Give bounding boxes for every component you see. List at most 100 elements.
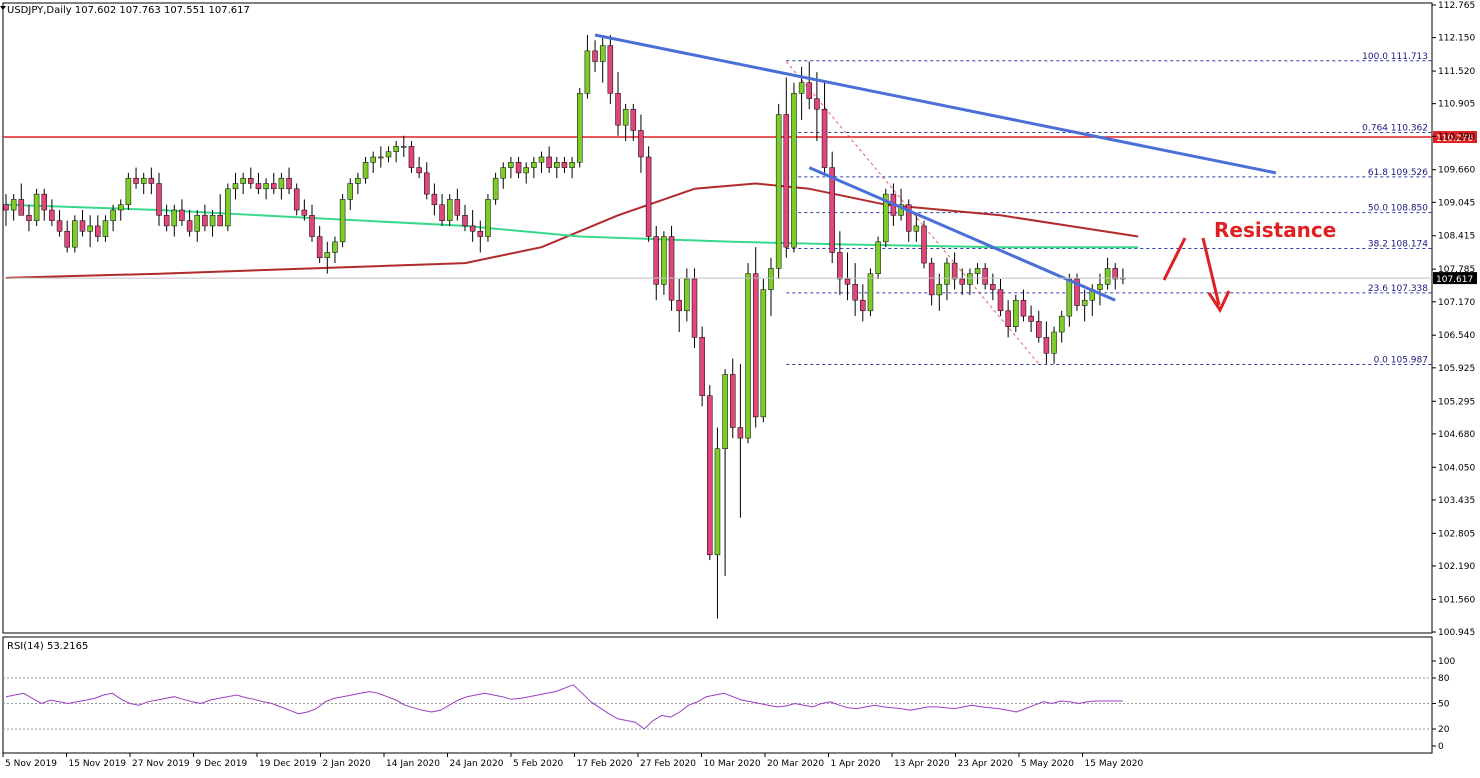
bear-candle-body [921, 225, 927, 264]
candle [286, 167, 292, 195]
price-tick-label: 103.435 [1438, 496, 1475, 506]
bear-candle-body [668, 236, 675, 301]
bull-candle-body [225, 188, 231, 227]
fib-level-label: 0.0 105.987 [1374, 356, 1428, 366]
candle [752, 247, 759, 428]
candle [293, 183, 300, 216]
bear-candle-body [546, 156, 552, 168]
chart-symbol-header: USDJPY,Daily 107.602 107.763 107.551 107… [7, 5, 250, 16]
price-tick-label: 106.540 [1438, 331, 1475, 341]
price-tick-label: 102.805 [1438, 529, 1475, 539]
price-tick-label: 108.415 [1438, 232, 1475, 242]
bull-candle-body [875, 241, 881, 274]
candle [997, 278, 1004, 317]
bull-candle-body [745, 273, 751, 439]
rsi-line [5, 684, 1123, 730]
bull-candle-body [102, 220, 109, 237]
candle [1028, 305, 1034, 333]
bear-candle-body [462, 215, 468, 227]
candle [928, 257, 935, 306]
candle [424, 162, 430, 200]
candle [783, 77, 790, 258]
bull-candle-body [599, 45, 606, 62]
bull-candle-body [278, 177, 285, 190]
bear-candle-body [691, 278, 698, 338]
time-tick-label: 27 Nov 2019 [132, 759, 190, 769]
bull-candle-body [370, 156, 376, 163]
candle [64, 220, 70, 253]
candle [775, 103, 782, 279]
rsi-tick-label: 50 [1438, 700, 1450, 710]
candle [202, 204, 208, 232]
current-price-tag [1433, 272, 1477, 285]
bear-candle-body [592, 50, 598, 62]
bear-candle-body [293, 188, 300, 211]
candle [500, 162, 506, 189]
bull-candle-body [867, 273, 874, 312]
bear-candle-body [3, 204, 9, 211]
candle [362, 156, 369, 184]
bear-candle-body [286, 177, 292, 190]
bull-candle-body [523, 167, 529, 174]
candle [118, 199, 124, 221]
bull-candle-body [944, 262, 950, 285]
bull-candle-body [118, 204, 124, 211]
candle [691, 268, 698, 348]
candle [561, 156, 568, 173]
bear-candle-body [18, 199, 25, 216]
bear-candle-body [730, 374, 736, 428]
bull-candle-body [883, 193, 889, 243]
bull-candle-body [140, 177, 147, 184]
rsi-panel-frame [2, 636, 1433, 754]
candle [355, 172, 361, 195]
bear-candle-body [439, 204, 445, 221]
bear-candle-body [990, 284, 996, 290]
candle [225, 183, 231, 232]
bull-candle-body [240, 177, 246, 184]
candle [95, 215, 101, 242]
candle [1097, 273, 1103, 306]
candle [1051, 326, 1057, 364]
candle [546, 146, 552, 173]
candle [653, 225, 659, 301]
candle [707, 385, 713, 561]
bull-candle-body [72, 220, 78, 248]
collapse-triangle-icon[interactable] [0, 6, 6, 10]
bull-candle-body [332, 241, 338, 253]
bull-candle-body [500, 167, 506, 179]
candle [1036, 310, 1042, 343]
candle [508, 156, 514, 179]
bull-candle-body [385, 151, 392, 158]
time-tick-label: 5 Feb 2020 [513, 759, 564, 769]
bear-candle-body [1028, 315, 1034, 322]
candle [806, 61, 812, 110]
price-axis: 112.765 112.150 111.520 110.905 110.290 109.6… [3, 1, 1477, 638]
bull-candle-body [355, 177, 361, 184]
candle [408, 141, 415, 173]
bear-candle-body [163, 215, 170, 227]
candle [599, 34, 606, 83]
bull-candle-body [1066, 278, 1073, 317]
bear-candle-body [1043, 337, 1050, 354]
bull-candle-body [194, 215, 200, 232]
rsi-tick-label: 80 [1438, 674, 1450, 684]
fib-level-label: 100.0 111.713 [1362, 52, 1428, 62]
bear-candle-body [699, 337, 705, 396]
candle [378, 146, 384, 168]
time-tick-label: 14 Jan 2020 [386, 759, 440, 769]
bear-candle-body [316, 236, 323, 259]
bull-candle-body [791, 93, 797, 248]
rsi-tick-label: 20 [1438, 725, 1450, 735]
time-tick-label: 17 Feb 2020 [577, 759, 633, 769]
price-tick-label: 105.295 [1438, 397, 1475, 407]
bear-candle-body [424, 172, 430, 195]
bull-candle-body [125, 177, 132, 205]
candle [79, 210, 86, 237]
price-tick-label: 102.190 [1438, 562, 1475, 572]
bull-candle-body [362, 162, 369, 179]
up-arrow-line [1162, 237, 1187, 281]
bear-candle-body [837, 252, 843, 280]
candle [469, 210, 476, 242]
bull-candle-body [775, 114, 782, 269]
bull-candle-body [936, 284, 943, 296]
